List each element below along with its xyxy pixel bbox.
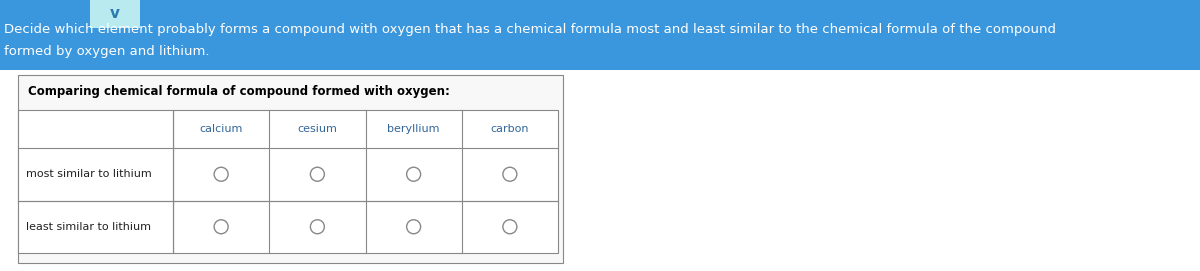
Text: beryllium: beryllium — [388, 124, 440, 134]
Text: formed by oxygen and lithium.: formed by oxygen and lithium. — [4, 46, 210, 59]
FancyBboxPatch shape — [18, 75, 563, 263]
FancyBboxPatch shape — [90, 0, 140, 28]
Text: v: v — [110, 7, 120, 21]
FancyBboxPatch shape — [18, 110, 173, 253]
Text: Comparing chemical formula of compound formed with oxygen:: Comparing chemical formula of compound f… — [28, 85, 450, 98]
Text: Decide which element probably forms a compound with oxygen that has a chemical f: Decide which element probably forms a co… — [4, 24, 1056, 37]
Text: cesium: cesium — [298, 124, 337, 134]
Text: least similar to lithium: least similar to lithium — [26, 222, 151, 232]
FancyBboxPatch shape — [173, 110, 558, 253]
FancyBboxPatch shape — [0, 0, 1200, 70]
Text: calcium: calcium — [199, 124, 242, 134]
Text: carbon: carbon — [491, 124, 529, 134]
Text: most similar to lithium: most similar to lithium — [26, 169, 151, 179]
